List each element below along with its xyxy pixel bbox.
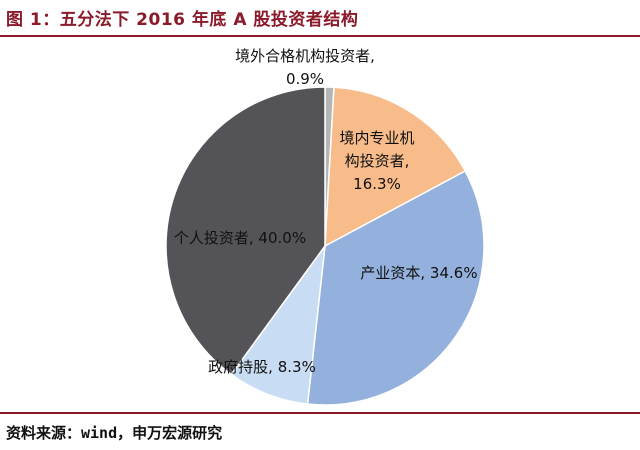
pie-data-label-line: 产业资本, 34.6% [360,264,477,282]
source-note: 资料来源：wind，申万宏源研究 [6,423,223,442]
figure-header: 图 1：五分法下 2016 年底 A 股投资者结构 [0,0,640,37]
pie-data-label-5: 个人投资者, 40.0% [174,229,306,247]
pie-data-label-line: 构投资者, [345,152,410,170]
figure-title: 图 1：五分法下 2016 年底 A 股投资者结构 [6,10,359,30]
pie-data-label-1: 境外合格机构投资者, 0.9% [235,47,375,88]
pie-slices [165,86,485,406]
pie-data-label-4: 政府持股, 8.3% [208,358,316,376]
pie-data-label-2: 境内专业机构投资者, 16.3% [339,129,414,193]
figure-footer: 资料来源：wind，申万宏源研究 [0,412,640,450]
pie-data-label-3: 产业资本, 34.6% [360,264,477,282]
pie-data-label-line: 个人投资者, 40.0% [174,229,306,247]
pie-data-label-line: 16.3% [353,175,401,193]
pie-labels: 境外合格机构投资者, 0.9% 境内专业机构投资者, 16.3% 产业资本, 34.6%… [174,47,478,376]
pie-slice-5 [165,86,326,376]
pie-data-label-line: 0.9% [286,70,324,88]
pie-data-label-line: 境外合格机构投资者, [235,47,375,65]
pie-data-label-line: 政府持股, 8.3% [208,358,316,376]
pie-chart-area: 境外合格机构投资者, 0.9% 境内专业机构投资者, 16.3% 产业资本, 34.6%… [0,39,640,412]
pie-slice-2 [324,86,467,248]
pie-chart: 境外合格机构投资者, 0.9% 境内专业机构投资者, 16.3% 产业资本, 34.6%… [165,47,485,406]
pie-data-label-line: 境内专业机 [339,129,414,147]
pie-slice-3 [306,169,485,406]
